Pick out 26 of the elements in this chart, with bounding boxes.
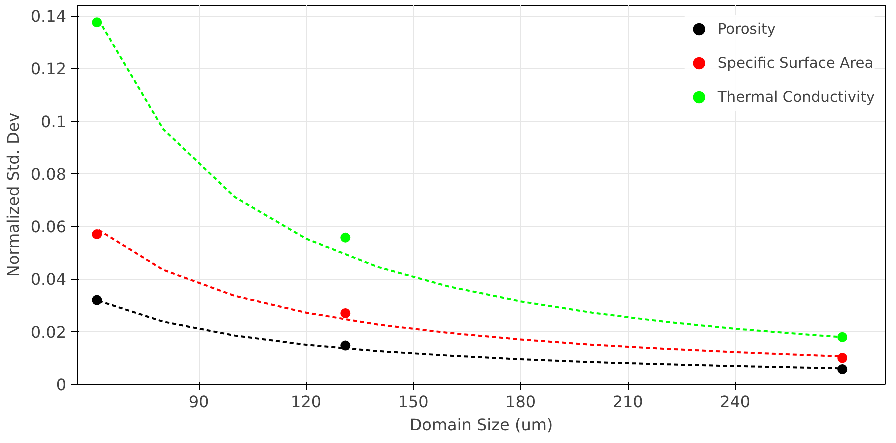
x-tick-label: 120 (291, 392, 322, 412)
y-tick-label: 0.02 (30, 322, 66, 342)
x-tick-label: 90 (188, 392, 210, 412)
x-tick-label: 210 (612, 392, 644, 412)
point (340, 232, 351, 243)
y-tick-label: 0.04 (30, 270, 66, 290)
point (838, 364, 848, 374)
point (838, 353, 848, 364)
y-tick-label: 0.08 (30, 164, 66, 184)
point (92, 229, 102, 240)
x-tick-label: 150 (398, 392, 429, 412)
y-tick-label: 0.06 (30, 218, 66, 237)
legend-label: Thermal Conductivity (718, 88, 875, 106)
y-tick-label: 0.1 (41, 112, 67, 132)
x-tick-label: 240 (720, 392, 751, 412)
legend-label: Specific Surface Area (718, 54, 874, 72)
y-tick-label: 0.14 (30, 7, 66, 26)
x-tick-label: 180 (506, 392, 536, 412)
y-axis-title: Normalized Std. Dev (4, 112, 23, 278)
y-tick-label: 0.12 (30, 60, 66, 79)
y-tick-label: 0 (56, 376, 67, 394)
point (838, 332, 848, 342)
point (340, 308, 351, 318)
x-axis-title: Domain Size (um) (410, 416, 554, 434)
legend-label: Porosity (718, 20, 776, 38)
point (92, 295, 102, 306)
